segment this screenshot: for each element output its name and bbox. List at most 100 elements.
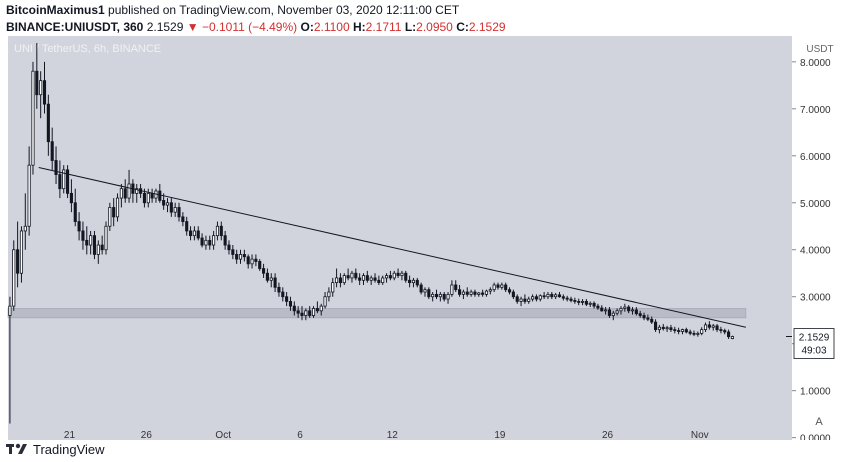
candle (727, 329, 731, 339)
candle (565, 295, 569, 302)
candle-body-down (573, 300, 577, 302)
candle (8, 296, 12, 424)
candle (177, 202, 181, 222)
candle (600, 305, 604, 312)
candle (181, 212, 185, 227)
x-tick-label: 12 (387, 430, 399, 440)
x-tick-label: 26 (141, 430, 153, 440)
candle-body-up (361, 275, 366, 281)
candle (596, 303, 600, 310)
candle (115, 193, 120, 222)
candle (12, 240, 16, 311)
price-axis[interactable] (792, 36, 850, 440)
x-tick-label: 19 (494, 430, 506, 440)
auto-scale-button[interactable]: A (815, 416, 823, 428)
candle-body-up (588, 302, 592, 305)
candle-body-down (542, 295, 546, 298)
candle (673, 326, 677, 334)
candle-body-down (673, 329, 677, 332)
candle-body-up (531, 296, 535, 300)
candle-body-up (327, 291, 331, 298)
candle (208, 235, 212, 250)
candle (50, 127, 54, 170)
y-tick-label: 8.0000 (800, 58, 831, 69)
candle (158, 183, 162, 203)
candle (669, 324, 673, 332)
author-name[interactable]: BitcoinMaximus1 (6, 3, 105, 17)
tradingview-logo-icon[interactable] (6, 442, 28, 456)
candle (361, 273, 366, 285)
candle-body-up (657, 326, 661, 331)
candle-body-up (611, 312, 615, 316)
candle (281, 287, 285, 302)
candle (254, 254, 258, 267)
price-chart[interactable]: UNI / TetherUS, 6h, BINANCE USDT 0.0000 1… (0, 36, 850, 445)
descending-trendline[interactable] (38, 167, 746, 328)
x-tick-label: Oct (215, 430, 231, 440)
candle-body-down (162, 200, 166, 206)
candle (665, 325, 669, 332)
candle-body-down (388, 275, 392, 279)
candle (308, 306, 312, 318)
candle-body-up (311, 308, 316, 316)
candle-body-down (69, 192, 73, 204)
candle-body-down (727, 331, 731, 338)
candle (657, 324, 661, 334)
candle (388, 270, 392, 281)
candle-body-down (358, 277, 362, 281)
candle (461, 289, 465, 300)
candle (454, 280, 458, 293)
candle (419, 282, 423, 295)
candle-body-down (246, 256, 250, 265)
candle-body-up (411, 279, 416, 284)
y-tick-label: 1.0000 (800, 387, 831, 398)
trendline-layer (38, 167, 746, 328)
candle-body-up (165, 202, 170, 206)
chart-area[interactable]: UNI / TetherUS, 6h, BINANCE USDT 0.0000 1… (0, 36, 850, 445)
candle (442, 292, 446, 302)
candle (39, 71, 43, 119)
x-tick-label: 26 (602, 430, 614, 440)
candle (242, 249, 246, 262)
candle-body-up (115, 197, 120, 218)
candle (542, 292, 546, 300)
candle (534, 294, 538, 302)
candle (250, 254, 254, 269)
candle (531, 294, 535, 302)
candle-body-down (723, 330, 727, 333)
candle-body-down (642, 315, 646, 319)
candle (123, 179, 127, 203)
candle (27, 146, 31, 236)
candle (715, 323, 719, 332)
candle (46, 94, 50, 156)
candle-body-down (66, 169, 70, 194)
candle (127, 169, 131, 203)
candle-body-down (473, 291, 477, 295)
candle-body-down (73, 202, 77, 222)
candle (646, 314, 650, 322)
candle (365, 270, 369, 283)
candle (458, 284, 462, 297)
candle-body-up (369, 277, 373, 281)
candle (684, 327, 688, 334)
candle-body-down (188, 230, 193, 237)
candle-body-down (231, 249, 235, 255)
candle-body-up (304, 310, 308, 316)
candle (238, 249, 243, 264)
candle (231, 245, 235, 260)
candle (730, 335, 734, 340)
candle-body-down (265, 272, 269, 281)
tradingview-brand[interactable]: TradingView (33, 441, 105, 457)
candle (300, 306, 304, 321)
candle-body-up (461, 291, 465, 295)
candle (23, 193, 27, 250)
candle-body-down (584, 301, 588, 305)
candle-body-down (607, 309, 612, 316)
candle (446, 292, 450, 304)
symbol-label: BINANCE:UNIUSDT, 360 (6, 20, 144, 34)
candle-body-up (392, 272, 396, 279)
candle (634, 307, 638, 316)
candle-body-up (215, 225, 220, 237)
candle-body-down (346, 275, 350, 279)
candle (277, 282, 281, 297)
